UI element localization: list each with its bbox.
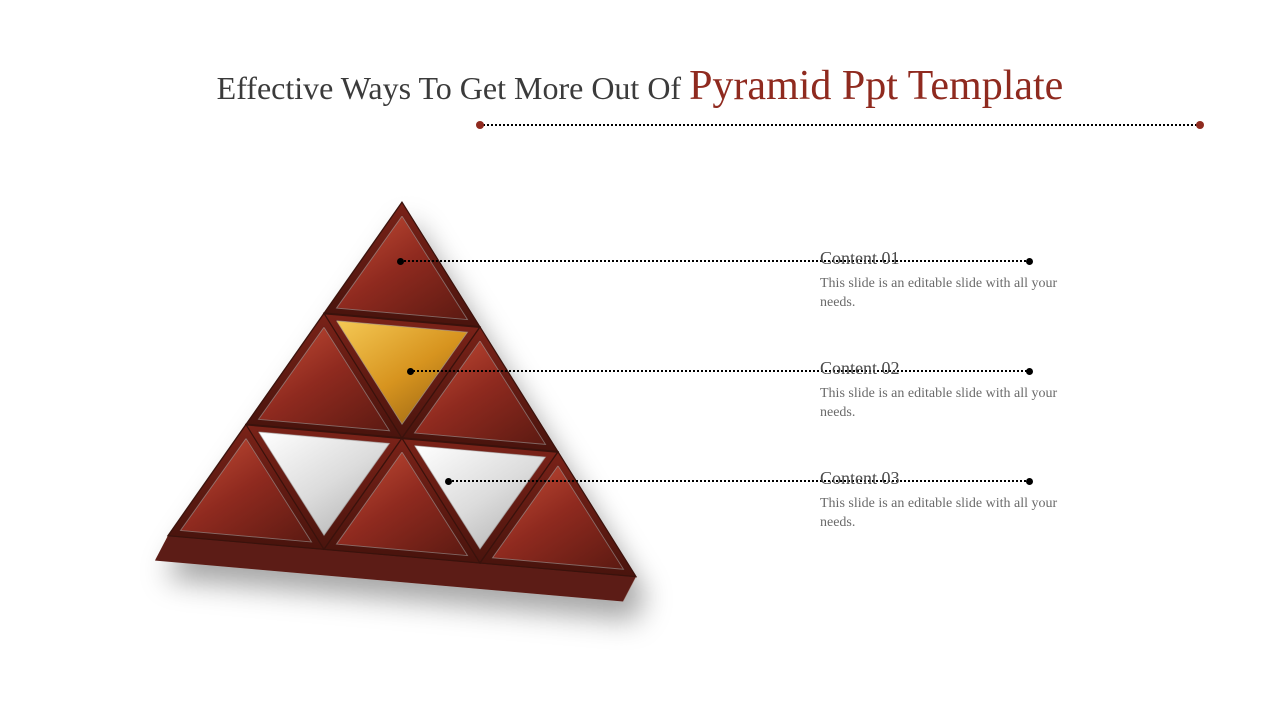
content-title: Content 01 [820, 248, 1080, 269]
pyramid-svg [160, 175, 720, 645]
content-desc: This slide is an editable slide with all… [820, 385, 1080, 423]
content-desc: This slide is an editable slide with all… [820, 275, 1080, 313]
content-block-1: Content 01 This slide is an editable sli… [820, 248, 1080, 313]
content-title: Content 02 [820, 358, 1080, 379]
pyramid-graphic [160, 175, 720, 645]
content-title: Content 03 [820, 468, 1080, 489]
leader-dot [397, 258, 404, 265]
content-block-2: Content 02 This slide is an editable sli… [820, 358, 1080, 423]
content-block-3: Content 03 This slide is an editable sli… [820, 468, 1080, 533]
divider-dot-right [1196, 121, 1204, 129]
leader-dot [445, 478, 452, 485]
title-divider [480, 124, 1200, 126]
leader-dot [407, 368, 414, 375]
content-desc: This slide is an editable slide with all… [820, 495, 1080, 533]
divider-dot-left [476, 121, 484, 129]
title-prefix: Effective Ways To Get More Out Of [217, 70, 689, 106]
slide-title: Effective Ways To Get More Out Of Pyrami… [0, 62, 1280, 110]
slide-canvas: Effective Ways To Get More Out Of Pyrami… [0, 0, 1280, 720]
title-highlight: Pyramid Ppt Template [689, 63, 1063, 109]
